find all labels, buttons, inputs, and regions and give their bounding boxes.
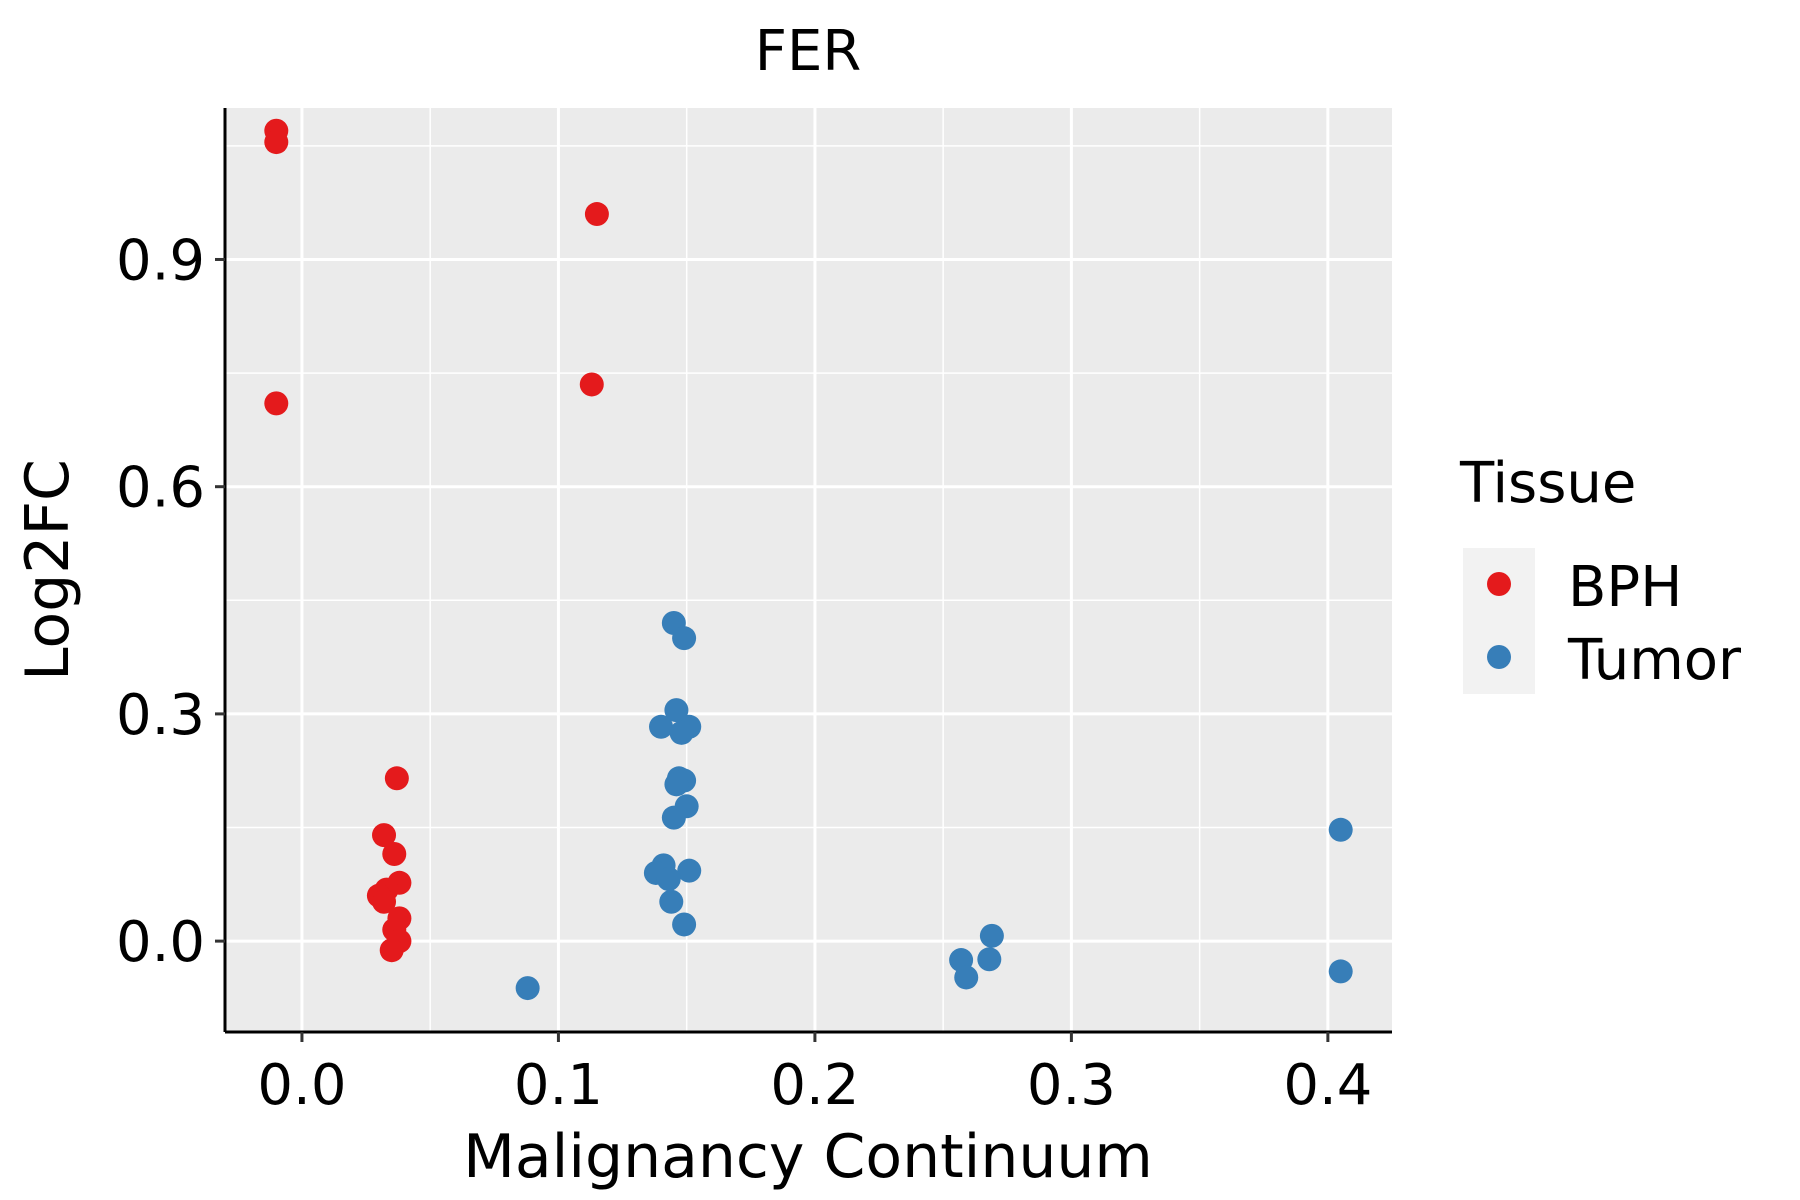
point-bph	[384, 766, 409, 791]
x-tick-label: 0.2	[770, 1053, 859, 1118]
point-tumor	[1328, 817, 1353, 842]
x-tick-label: 0.0	[257, 1053, 346, 1118]
chart-title: FER	[755, 19, 862, 84]
y-axis-label: Log2FC	[13, 459, 83, 681]
point-tumor	[664, 698, 689, 723]
plot-panel	[225, 108, 1392, 1032]
legend-key-background	[1463, 548, 1535, 694]
legend-key-bph	[1487, 572, 1511, 596]
x-tick-label: 0.1	[514, 1053, 603, 1118]
data-points	[264, 118, 1353, 1001]
legend-label-bph: BPH	[1568, 555, 1682, 620]
x-axis-label: Malignancy Continuum	[463, 1122, 1153, 1192]
point-tumor	[515, 976, 540, 1001]
point-bph	[264, 391, 289, 416]
y-tick-label: 0.3	[116, 683, 205, 748]
point-tumor	[977, 947, 1002, 972]
y-tick-label: 0.6	[116, 456, 205, 521]
point-tumor	[672, 626, 697, 651]
point-bph	[379, 938, 404, 963]
legend-label-tumor: Tumor	[1567, 628, 1742, 693]
major-gridlines	[225, 108, 1392, 1032]
y-axis-ticks: 0.0 0.3 0.6 0.9	[116, 228, 225, 975]
point-bph	[584, 202, 609, 227]
point-bph	[382, 842, 407, 867]
point-tumor	[664, 772, 689, 797]
x-axis-ticks: 0.0 0.1 0.2 0.3 0.4	[257, 1032, 1372, 1118]
legend-key-tumor	[1487, 645, 1511, 669]
x-tick-label: 0.3	[1027, 1053, 1116, 1118]
point-bph	[372, 889, 397, 914]
x-tick-label: 0.4	[1283, 1053, 1372, 1118]
y-tick-label: 0.0	[116, 910, 205, 975]
legend-title: Tissue	[1459, 451, 1636, 516]
point-bph	[579, 372, 604, 397]
point-tumor	[672, 912, 697, 937]
point-tumor	[1328, 959, 1353, 984]
point-tumor	[649, 714, 674, 739]
legend: Tissue BPH Tumor	[1459, 451, 1742, 694]
point-tumor	[656, 867, 681, 892]
minor-gridlines	[225, 108, 1392, 1032]
point-bph	[264, 130, 289, 155]
point-tumor	[979, 923, 1004, 948]
y-tick-label: 0.9	[116, 228, 205, 293]
point-tumor	[659, 889, 684, 914]
point-bph	[372, 823, 397, 848]
point-tumor	[954, 965, 979, 990]
point-tumor	[677, 858, 702, 883]
point-tumor	[669, 720, 694, 745]
point-tumor	[661, 805, 686, 830]
